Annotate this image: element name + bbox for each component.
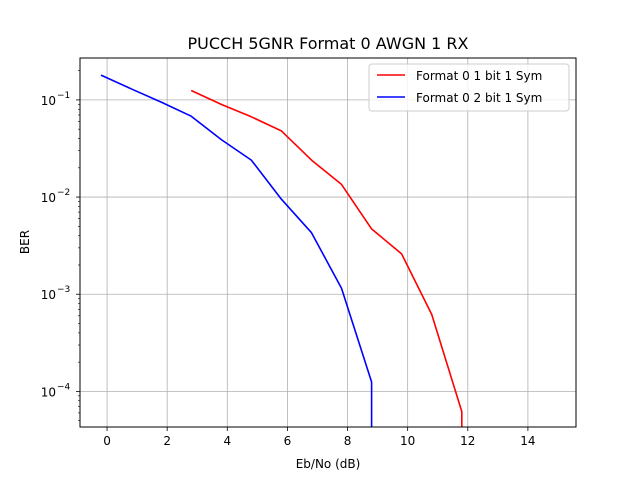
x-tick-label: 2: [163, 434, 171, 448]
x-tick-label: 12: [460, 434, 475, 448]
y-tick-exponent: −1: [57, 91, 70, 101]
series-line-1: [190, 89, 463, 427]
y-tick-exponent: −2: [57, 188, 70, 198]
y-tick-exponent: −4: [57, 382, 71, 392]
x-tick-label: 8: [344, 434, 352, 448]
x-tick-label: 10: [400, 434, 415, 448]
y-tick-label: 10: [41, 385, 56, 399]
grid: [80, 58, 576, 427]
legend-label-series-2: Format 0 2 bit 1 Sym: [416, 91, 542, 105]
y-axis-label: BER: [18, 230, 32, 254]
y-tick-label: 10: [41, 288, 56, 302]
y-axis: 10−410−310−210−1: [41, 70, 80, 421]
y-tick-exponent: −3: [57, 285, 70, 295]
x-axis: 0 2 4 6 8 10 12 14: [103, 427, 536, 448]
x-tick-label: 14: [520, 434, 535, 448]
x-tick-label: 0: [103, 434, 111, 448]
legend-box: [368, 63, 570, 112]
legend: Format 0 1 bit 1 Sym Format 0 2 bit 1 Sy…: [368, 63, 570, 112]
series-lines: [100, 74, 463, 427]
legend-label-series-1: Format 0 1 bit 1 Sym: [416, 69, 542, 83]
x-tick-label: 4: [223, 434, 231, 448]
x-axis-label: Eb/No (dB): [296, 457, 361, 471]
y-tick-label: 10: [41, 191, 56, 205]
chart-title: PUCCH 5GNR Format 0 AWGN 1 RX: [188, 34, 469, 53]
plot-frame: [79, 57, 577, 428]
y-tick-label: 10: [41, 94, 56, 108]
x-tick-label: 6: [284, 434, 292, 448]
series-line-2: [100, 74, 373, 427]
